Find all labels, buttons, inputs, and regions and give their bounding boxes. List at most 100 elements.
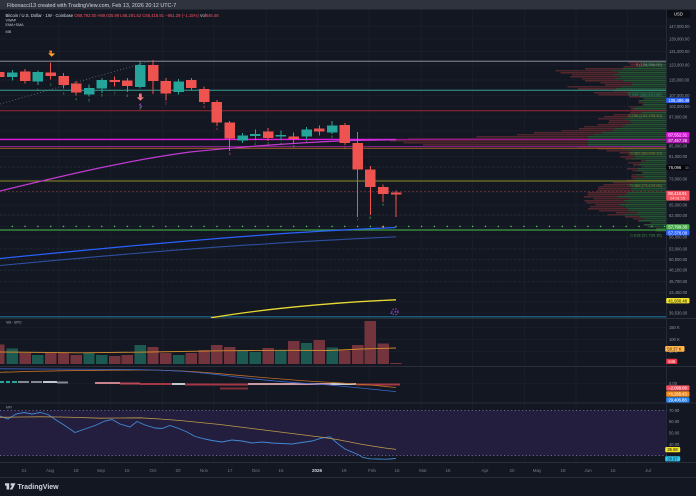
svg-text:97,000.00: 97,000.00 [669,115,688,120]
svg-text:147,000.00: 147,000.00 [669,24,690,29]
svg-text:0.236 (100,199.40): 0.236 (100,199.40) [628,113,662,118]
svg-text:0 (126,266.00): 0 (126,266.00) [636,62,663,67]
svg-text:Dec: Dec [252,468,261,473]
svg-text:Jun: Jun [584,468,592,473]
svg-text:8: 8 [127,94,129,98]
svg-text:Aug: Aug [46,468,55,473]
svg-text:73,000.00: 73,000.00 [669,177,688,182]
svg-text:2: 2 [395,197,397,201]
svg-text:0.145 (110,224.60): 0.145 (110,224.60) [628,92,662,97]
svg-text:USD: USD [674,12,683,17]
svg-text:Bitcoin / U.S. Dollar · 1W · C: Bitcoin / U.S. Dollar · 1W · Coinbase O6… [6,13,220,18]
svg-text:Feb: Feb [368,468,376,473]
svg-text:53,000.00: 53,000.00 [669,246,688,251]
svg-text:Mar: Mar [419,468,427,473]
svg-text:87,552.31: 87,552.31 [668,132,687,137]
svg-text:EMA+SMA: EMA+SMA [6,23,25,27]
svg-text:56,000.00: 56,000.00 [669,235,688,240]
svg-text:2: 2 [254,142,256,146]
svg-text:39,530.00: 39,530.00 [669,311,688,316]
svg-text:9: 9 [139,107,141,111]
svg-text:100 K: 100 K [669,337,680,342]
svg-text:18: 18 [560,468,566,473]
svg-text:1: 1 [37,88,39,92]
svg-text:6: 6 [306,139,308,143]
svg-text:57,376.00: 57,376.00 [668,230,687,235]
svg-text:0.486 (73,429.06): 0.486 (73,429.06) [630,183,662,188]
svg-text:Sep: Sep [97,468,106,473]
svg-text:+1,265.43: +1,265.43 [668,392,687,397]
svg-text:4: 4 [280,142,282,146]
svg-text:139,000.00: 139,000.00 [669,36,690,41]
svg-text:Fibonacci13 created with Tradi: Fibonacci13 created with TradingView.com… [7,3,176,9]
svg-text:17: 17 [227,468,233,473]
svg-text:29,406.88: 29,406.88 [668,397,687,402]
svg-text:150 K: 150 K [669,325,680,330]
svg-text:646: 646 [668,359,676,364]
svg-text:60.00: 60.00 [669,419,680,424]
svg-text:…: … [4,369,7,373]
svg-text:9: 9 [382,203,384,207]
svg-text:15: 15 [124,468,130,473]
svg-text:VWAP: VWAP [6,19,17,23]
svg-text:81,000.00: 81,000.00 [669,154,688,159]
svg-text:28.87: 28.87 [667,456,678,461]
svg-text:15: 15 [610,468,616,473]
svg-text:04:01:15: 04:01:15 [670,197,685,201]
svg-text:40.00: 40.00 [669,442,680,447]
svg-text:35.68: 35.68 [667,447,678,452]
svg-text:1: 1 [344,146,346,150]
svg-text:3: 3 [203,105,205,109]
svg-text:85,000.00: 85,000.00 [669,144,688,149]
svg-text:20: 20 [175,468,181,473]
svg-text:8: 8 [331,135,333,139]
svg-text:Oct: Oct [149,468,157,473]
svg-text:4: 4 [216,127,218,131]
svg-text:5: 5 [293,145,295,149]
svg-text:2: 2 [50,83,52,87]
svg-text:76,096: 76,096 [668,165,681,170]
svg-text:115,000.00: 115,000.00 [669,77,690,82]
svg-text:MB: MB [6,30,12,34]
svg-text:131,000.00: 131,000.00 [669,49,690,54]
svg-text:15: 15 [278,468,284,473]
svg-text:50.00: 50.00 [669,431,680,436]
svg-text:50,500.00: 50,500.00 [669,257,688,262]
svg-text:48,100.00: 48,100.00 [669,268,688,273]
svg-text:102,000.00: 102,000.00 [669,104,690,109]
svg-text:0.382 (83,994.10): 0.382 (83,994.10) [630,151,662,156]
svg-text:5: 5 [88,99,90,103]
svg-text:20: 20 [509,468,515,473]
svg-text:2026: 2026 [312,468,323,473]
svg-text:7: 7 [114,92,116,96]
svg-text:19: 19 [341,468,347,473]
svg-text:Vol · BTC: Vol · BTC [6,321,22,325]
svg-text:7: 7 [357,218,359,222]
svg-text:62,000.00: 62,000.00 [669,213,688,218]
svg-text:5: 5 [229,152,231,156]
svg-text:57,799.35: 57,799.35 [668,225,687,230]
svg-text:2: 2 [165,102,167,106]
svg-text:TradingView: TradingView [18,484,60,491]
svg-text:3: 3 [63,92,65,96]
svg-text:65,000.00: 65,000.00 [669,203,688,208]
svg-text:68,418.91: 68,418.91 [668,191,687,196]
svg-text:4: 4 [75,98,77,102]
svg-text:30: 30 [685,166,689,170]
svg-text:41,930.48: 41,930.48 [668,298,687,303]
svg-text:16: 16 [445,468,451,473]
svg-text:6: 6 [101,94,103,98]
svg-text:Jul: Jul [645,468,651,473]
svg-text:Nov: Nov [200,468,209,473]
svg-text:123,000.00: 123,000.00 [669,63,690,68]
svg-text:70.00: 70.00 [669,408,680,413]
svg-text:8: 8 [370,216,372,220]
svg-text:107,000.00: 107,000.00 [669,93,690,98]
svg-text:21: 21 [21,468,27,473]
svg-text:−2,099.08: −2,099.08 [668,386,687,391]
svg-text:May: May [533,468,542,473]
svg-text:0.00: 0.00 [669,381,678,386]
svg-text:18: 18 [73,468,79,473]
svg-text:Apr: Apr [481,468,489,473]
svg-text:58.37 K: 58.37 K [667,346,681,351]
